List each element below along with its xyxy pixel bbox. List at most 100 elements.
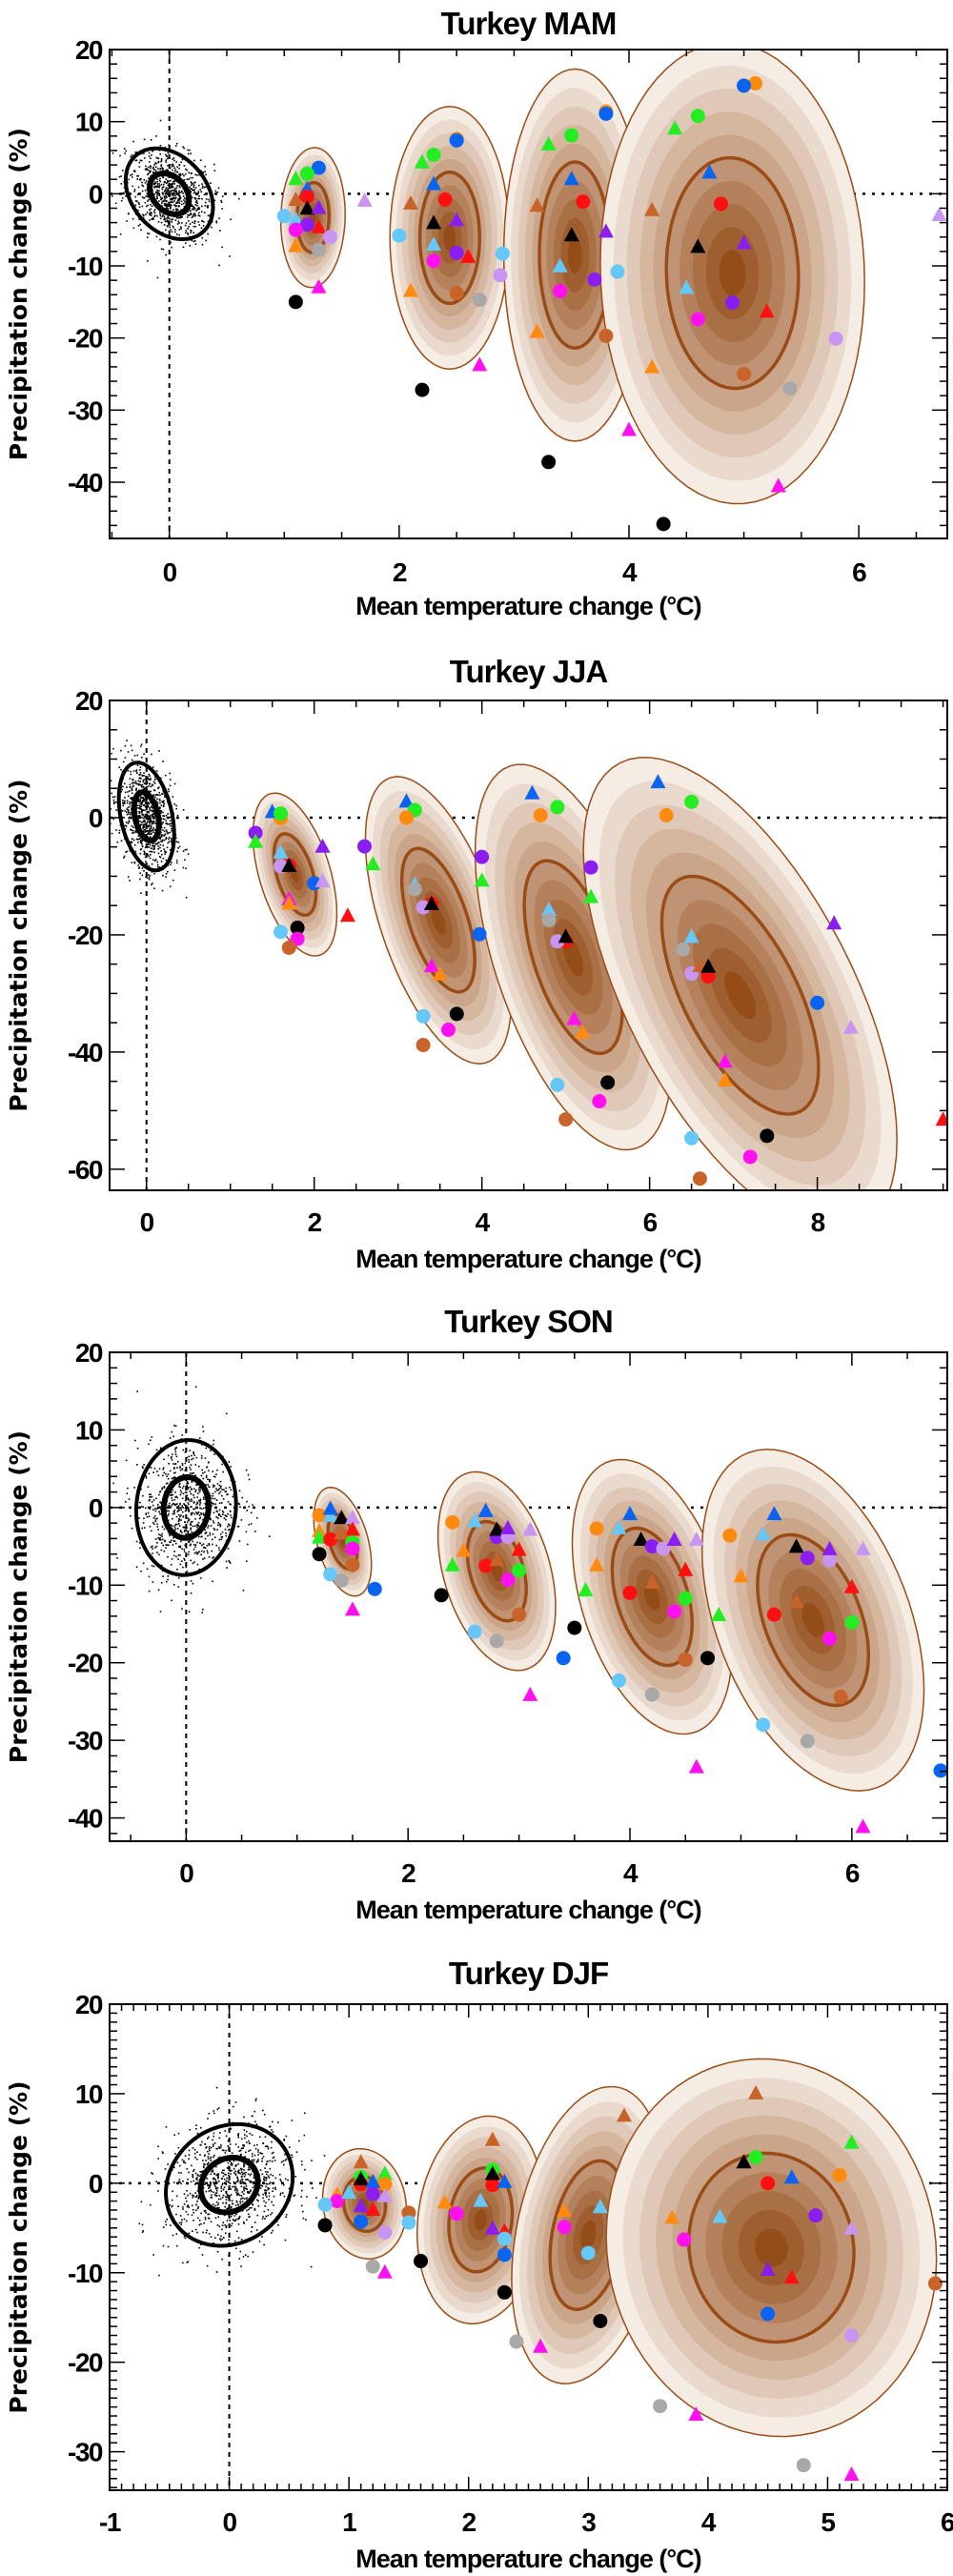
baseline-point xyxy=(175,210,177,213)
baseline-point xyxy=(170,183,172,186)
baseline-point xyxy=(136,783,138,785)
baseline-point xyxy=(178,190,180,193)
baseline-point xyxy=(193,213,196,214)
baseline-point xyxy=(164,190,166,192)
baseline-point xyxy=(139,878,141,881)
baseline-point xyxy=(175,2233,178,2235)
baseline-point xyxy=(135,831,137,834)
model-point-triangle xyxy=(312,1529,328,1544)
baseline-point xyxy=(141,783,144,786)
plot-area xyxy=(110,50,947,538)
baseline-point xyxy=(132,785,134,788)
baseline-point xyxy=(200,1550,203,1552)
baseline-point xyxy=(205,1484,207,1486)
baseline-point xyxy=(139,1547,141,1550)
baseline-point xyxy=(170,1457,172,1459)
baseline-point xyxy=(177,1546,180,1548)
baseline-point xyxy=(209,2184,212,2187)
baseline-point xyxy=(203,1498,205,1500)
baseline-point xyxy=(230,2224,233,2227)
baseline-point xyxy=(160,812,162,814)
y-tick-label: -40 xyxy=(68,1038,103,1067)
baseline-point xyxy=(170,779,172,781)
y-tick-label: -10 xyxy=(68,2259,103,2288)
baseline-point xyxy=(216,2189,218,2192)
baseline-point xyxy=(226,2196,229,2198)
baseline-point xyxy=(128,820,131,821)
baseline-point xyxy=(152,784,153,787)
ellipse-shade-band xyxy=(567,236,582,274)
baseline-point xyxy=(181,1608,183,1610)
baseline-point xyxy=(168,201,170,204)
baseline-point xyxy=(150,1546,152,1549)
baseline-point xyxy=(172,1511,175,1512)
baseline-point xyxy=(150,1493,152,1495)
baseline-point xyxy=(167,1473,170,1475)
baseline-point xyxy=(208,198,210,201)
baseline-point xyxy=(220,1536,223,1538)
baseline-point xyxy=(143,179,146,181)
baseline-point xyxy=(235,2188,238,2191)
baseline-point xyxy=(163,217,166,219)
baseline-point xyxy=(241,2180,244,2182)
baseline-point xyxy=(248,1524,251,1526)
x-tick-label: 6 xyxy=(852,558,866,587)
baseline-point xyxy=(222,2182,224,2184)
chart-title: Turkey DJF xyxy=(449,1956,608,1991)
baseline-point xyxy=(212,1520,214,1522)
baseline-point xyxy=(218,1509,221,1511)
baseline-point xyxy=(142,780,145,781)
baseline-point xyxy=(147,204,149,207)
baseline-point xyxy=(121,810,124,812)
baseline-point xyxy=(188,219,190,222)
baseline-point xyxy=(171,185,172,188)
baseline-point xyxy=(171,862,172,863)
baseline-point xyxy=(176,1467,178,1469)
model-point-triangle xyxy=(589,1556,605,1572)
model-point-circle xyxy=(760,2306,776,2322)
baseline-point xyxy=(172,194,174,196)
baseline-point xyxy=(251,2180,253,2183)
baseline-point xyxy=(151,218,152,220)
baseline-point xyxy=(203,1551,205,1553)
baseline-point xyxy=(171,2199,173,2201)
baseline-point xyxy=(203,1546,206,1549)
baseline-point xyxy=(259,2152,261,2154)
baseline-point xyxy=(178,1513,180,1516)
x-tick-label: 6 xyxy=(845,1858,860,1888)
baseline-point xyxy=(215,2192,217,2194)
axis-ticks xyxy=(110,700,947,1190)
baseline-point xyxy=(213,2135,214,2138)
baseline-point xyxy=(194,2157,196,2159)
baseline-point xyxy=(207,2150,209,2153)
baseline-point xyxy=(146,877,149,879)
baseline-point xyxy=(158,1468,161,1471)
baseline-point xyxy=(217,2176,219,2179)
baseline-point xyxy=(185,2211,188,2213)
baseline-point xyxy=(215,221,218,224)
baseline-point xyxy=(282,2160,285,2162)
baseline-point xyxy=(231,2161,233,2164)
baseline-point xyxy=(177,2146,180,2149)
baseline-point xyxy=(153,185,156,188)
baseline-point xyxy=(178,1525,181,1527)
model-point-circle xyxy=(610,264,625,279)
baseline-point xyxy=(161,197,164,199)
baseline-point xyxy=(205,1531,208,1533)
baseline-point xyxy=(251,2115,253,2118)
baseline-point xyxy=(193,2211,195,2214)
baseline-point xyxy=(164,218,167,221)
baseline-point xyxy=(131,154,133,156)
model-point-circle xyxy=(678,1652,693,1667)
baseline-point xyxy=(173,1512,175,1515)
axis-ticks xyxy=(110,1351,947,1841)
baseline-point xyxy=(173,231,176,233)
baseline-point xyxy=(195,210,197,212)
baseline-point xyxy=(200,1513,203,1515)
baseline-point xyxy=(140,2201,143,2203)
y-tick-label: -10 xyxy=(68,1571,103,1600)
baseline-point xyxy=(234,2170,236,2173)
baseline-point xyxy=(253,2159,255,2161)
baseline-point xyxy=(172,1499,173,1502)
baseline-point xyxy=(131,842,133,843)
